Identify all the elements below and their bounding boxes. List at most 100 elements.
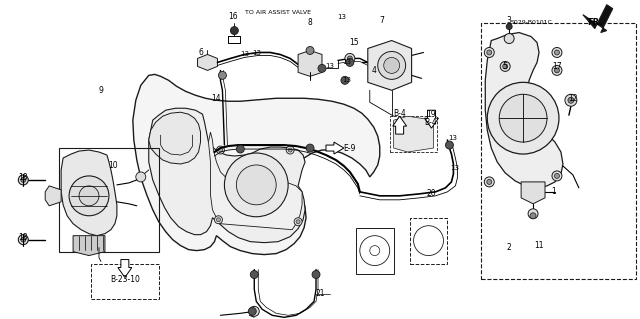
- Text: 21: 21: [316, 289, 324, 298]
- Text: 15: 15: [349, 38, 358, 47]
- Circle shape: [236, 165, 276, 205]
- Text: 18: 18: [19, 233, 28, 242]
- Text: 11: 11: [534, 241, 544, 250]
- Circle shape: [554, 68, 559, 73]
- Circle shape: [218, 148, 223, 152]
- Bar: [356, 228, 394, 273]
- Circle shape: [552, 171, 562, 181]
- Polygon shape: [118, 260, 132, 278]
- Circle shape: [218, 71, 227, 79]
- Circle shape: [502, 64, 508, 69]
- Circle shape: [554, 174, 559, 178]
- Polygon shape: [394, 116, 433, 152]
- Circle shape: [288, 148, 292, 152]
- Circle shape: [504, 33, 514, 43]
- Polygon shape: [393, 116, 406, 134]
- Circle shape: [296, 220, 300, 224]
- Polygon shape: [148, 108, 305, 243]
- Text: 18: 18: [19, 174, 28, 182]
- Polygon shape: [298, 50, 322, 76]
- Polygon shape: [583, 5, 612, 33]
- Circle shape: [21, 237, 26, 242]
- Circle shape: [230, 26, 238, 34]
- Bar: [91, 263, 159, 300]
- Text: 12: 12: [568, 94, 578, 103]
- Circle shape: [21, 177, 26, 182]
- Circle shape: [384, 57, 399, 73]
- Text: 13: 13: [240, 51, 249, 57]
- Circle shape: [306, 47, 314, 55]
- Circle shape: [318, 64, 326, 72]
- Circle shape: [484, 177, 494, 187]
- Circle shape: [69, 176, 109, 216]
- Bar: [390, 116, 438, 152]
- Circle shape: [225, 153, 288, 217]
- Circle shape: [214, 216, 223, 224]
- Text: 6: 6: [198, 48, 203, 57]
- Circle shape: [345, 54, 355, 63]
- Circle shape: [565, 94, 577, 106]
- Circle shape: [528, 209, 538, 219]
- Text: 2: 2: [507, 243, 511, 252]
- Text: 8: 8: [308, 18, 312, 27]
- Circle shape: [506, 24, 512, 30]
- Text: TO AIR ASSIST VALVE: TO AIR ASSIST VALVE: [245, 10, 311, 15]
- Circle shape: [487, 50, 492, 55]
- Text: 13: 13: [342, 77, 351, 83]
- Polygon shape: [424, 110, 438, 128]
- Text: B-4: B-4: [393, 109, 406, 118]
- Bar: [481, 23, 636, 279]
- Text: 3: 3: [507, 16, 511, 25]
- Circle shape: [216, 218, 220, 222]
- Circle shape: [500, 62, 510, 71]
- Circle shape: [19, 175, 28, 185]
- Text: 13: 13: [326, 63, 335, 70]
- Text: 4: 4: [371, 66, 376, 75]
- Circle shape: [499, 94, 547, 142]
- Circle shape: [19, 235, 28, 245]
- Text: 13: 13: [448, 135, 457, 141]
- Text: 14: 14: [212, 94, 221, 103]
- Polygon shape: [521, 182, 545, 204]
- Bar: [59, 148, 159, 252]
- Circle shape: [445, 141, 453, 149]
- Circle shape: [250, 306, 259, 316]
- Bar: [410, 218, 447, 263]
- Circle shape: [552, 65, 562, 75]
- Polygon shape: [148, 112, 200, 164]
- Circle shape: [306, 144, 314, 152]
- Circle shape: [487, 82, 559, 154]
- Text: 13: 13: [252, 50, 260, 56]
- Text: 9: 9: [99, 86, 104, 95]
- Circle shape: [79, 186, 99, 206]
- Polygon shape: [368, 41, 412, 90]
- Text: 1: 1: [552, 187, 556, 197]
- Circle shape: [216, 146, 225, 154]
- Polygon shape: [198, 55, 218, 70]
- Circle shape: [250, 271, 259, 278]
- Circle shape: [530, 213, 536, 219]
- Circle shape: [236, 145, 244, 153]
- Text: 19: 19: [427, 110, 436, 119]
- Text: B-4: B-4: [424, 118, 437, 127]
- Polygon shape: [61, 150, 117, 236]
- Circle shape: [346, 58, 354, 66]
- Circle shape: [487, 179, 492, 184]
- Text: 20: 20: [427, 189, 436, 198]
- Text: 7: 7: [380, 16, 384, 25]
- Circle shape: [248, 307, 256, 315]
- Circle shape: [484, 48, 494, 57]
- Circle shape: [378, 51, 406, 79]
- Polygon shape: [73, 236, 105, 256]
- Text: S029-B0101C: S029-B0101C: [510, 20, 552, 25]
- Polygon shape: [133, 74, 380, 255]
- Circle shape: [341, 76, 349, 84]
- Circle shape: [136, 172, 146, 182]
- Text: 17: 17: [552, 62, 562, 71]
- Circle shape: [312, 271, 320, 278]
- Polygon shape: [45, 186, 61, 206]
- Circle shape: [568, 97, 574, 103]
- Text: B-23-10: B-23-10: [110, 275, 140, 284]
- Circle shape: [554, 50, 559, 55]
- Text: 13: 13: [450, 165, 459, 171]
